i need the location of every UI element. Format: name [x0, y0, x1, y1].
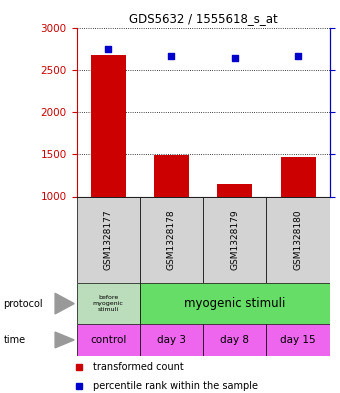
Bar	[76, 283, 140, 324]
Bar	[76, 324, 140, 356]
Bar	[76, 196, 140, 283]
Bar	[140, 324, 203, 356]
Text: transformed count: transformed count	[93, 362, 184, 372]
Text: control: control	[90, 335, 126, 345]
Text: protocol: protocol	[3, 299, 43, 309]
Bar	[154, 155, 189, 196]
Bar	[140, 196, 203, 283]
Polygon shape	[55, 293, 74, 314]
Point	[232, 55, 238, 61]
Bar	[203, 324, 267, 356]
Text: time: time	[3, 335, 26, 345]
Text: myogenic stimuli: myogenic stimuli	[184, 297, 286, 310]
Text: day 8: day 8	[220, 335, 249, 345]
Bar	[281, 157, 316, 196]
Text: day 15: day 15	[280, 335, 316, 345]
Text: day 3: day 3	[157, 335, 186, 345]
Text: percentile rank within the sample: percentile rank within the sample	[93, 380, 258, 391]
Bar	[217, 184, 252, 196]
Text: GSM1328179: GSM1328179	[230, 209, 239, 270]
Bar	[91, 55, 125, 196]
Text: GSM1328177: GSM1328177	[104, 209, 113, 270]
Point	[105, 46, 111, 53]
Bar	[140, 283, 330, 324]
Text: GSM1328180: GSM1328180	[294, 209, 303, 270]
Bar	[267, 196, 330, 283]
Title: GDS5632 / 1555618_s_at: GDS5632 / 1555618_s_at	[129, 12, 277, 25]
Bar	[267, 324, 330, 356]
Text: GSM1328178: GSM1328178	[167, 209, 176, 270]
Bar	[203, 196, 267, 283]
Point	[295, 53, 301, 59]
Point	[169, 53, 174, 59]
Text: before
myogenic
stimuli: before myogenic stimuli	[93, 295, 124, 312]
Polygon shape	[55, 332, 74, 348]
